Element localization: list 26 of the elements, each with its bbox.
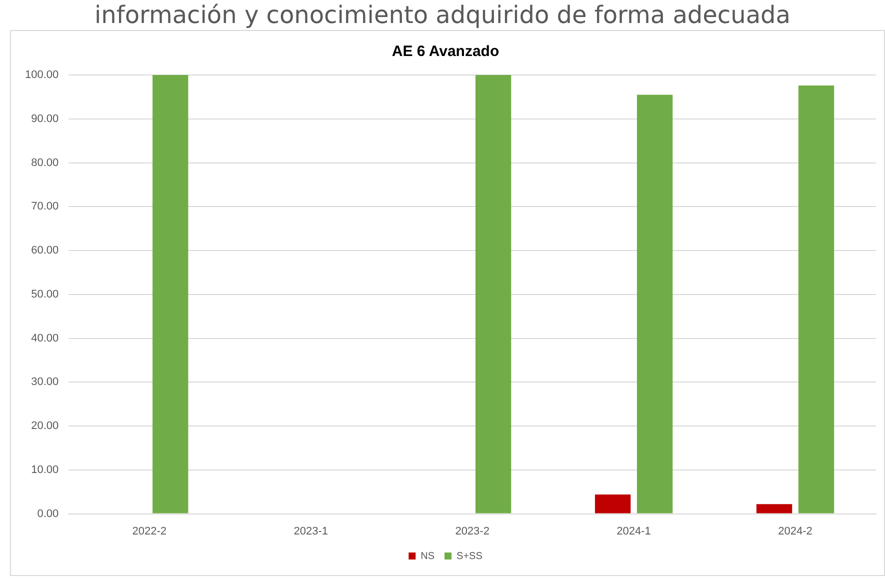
y-tick-label: 10.00	[31, 464, 59, 476]
x-tick-label: 2024-2	[778, 525, 812, 538]
y-tick-label: 50.00	[31, 288, 59, 300]
x-tick-label: 2023-2	[455, 525, 490, 538]
y-tick-label: 30.00	[31, 376, 59, 388]
bar	[152, 75, 188, 514]
y-tick-label: 100.00	[24, 69, 59, 82]
chart-title: AE 6 Avanzado	[392, 43, 500, 60]
legend-label: NS	[420, 550, 435, 562]
y-tick-label: 60.00	[31, 244, 59, 257]
y-tick-label: 70.00	[31, 200, 59, 213]
x-tick-label: 2023-1	[294, 525, 328, 538]
bar	[756, 504, 792, 514]
y-tick-label: 20.00	[31, 420, 59, 432]
y-tick-label: 40.00	[31, 332, 59, 344]
bar	[636, 94, 673, 514]
text: información y conocimiento adquirido de forma adecuada	[94, 0, 792, 30]
y-tick-label: 90.00	[31, 112, 59, 125]
y-tick-label: 80.00	[31, 156, 59, 169]
y-tick-label: 0.00	[37, 508, 59, 520]
bar	[594, 494, 631, 514]
legend-label: S+SS	[456, 550, 483, 562]
bar	[475, 75, 512, 514]
x-tick-label: 2022-2	[132, 525, 167, 538]
bar	[798, 86, 834, 514]
x-tick-label: 2024-1	[616, 525, 651, 538]
